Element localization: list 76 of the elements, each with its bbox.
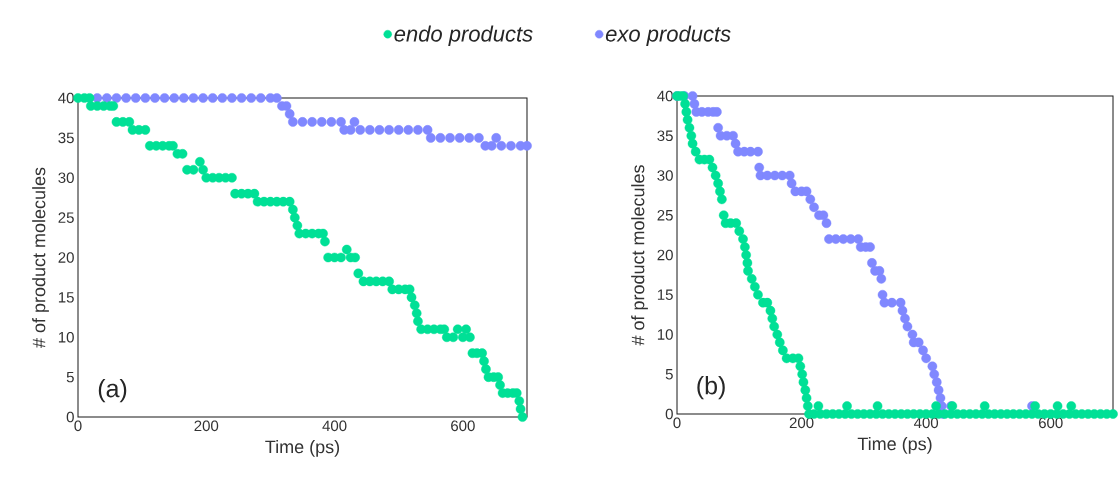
point [111,93,122,103]
x-tick-label: 200 [194,420,219,432]
x-tick-label: 200 [789,417,814,429]
x-tick-label: 400 [322,420,347,432]
y-tick-label: 25 [58,212,74,223]
annotation: (b) [697,376,725,400]
point [198,93,208,103]
y-tick-label: 5 [665,369,673,380]
point [393,125,404,135]
point [374,125,385,135]
point [256,93,266,103]
point [355,125,366,135]
point [284,109,295,119]
point [169,93,180,103]
x-tick-label: 0 [74,420,82,432]
point [422,125,433,135]
point [188,93,199,103]
y-tick-label: 30 [58,172,74,184]
y-tick-label: 10 [58,331,74,343]
point [130,93,141,103]
y-tick-label: 40 [657,90,673,102]
y-tick-label: 0 [665,408,673,420]
y-tick-label: 10 [657,329,673,340]
point [413,125,423,135]
point [246,93,256,103]
y-tick-label: 15 [657,289,673,300]
point [425,133,436,143]
point [121,93,131,103]
x-tick-label: 600 [1038,417,1063,429]
y-axis-title: # of product molecules [631,165,648,346]
point [217,93,228,103]
point [445,133,455,143]
point [506,141,516,151]
y-axis-title: # of product molecules [32,167,49,348]
point [403,125,414,135]
point [272,93,282,103]
x-tick-label: 0 [673,417,681,429]
point [297,117,308,127]
point [496,141,507,151]
point [179,93,189,103]
point [316,117,327,127]
x-axis-title: Time (ps) [857,437,932,454]
annotation: (a) [98,379,127,403]
y-tick-label: 30 [657,170,673,181]
y-tick-label: 15 [58,292,74,303]
legend-label: endo products [394,25,533,46]
point [435,133,446,143]
point [349,117,360,127]
point [150,93,160,103]
point [236,93,247,103]
point [454,133,465,143]
point [227,93,237,103]
x-tick-label: 600 [451,420,475,432]
point [474,133,484,143]
y-tick-label: 20 [657,249,673,261]
point [384,125,394,135]
x-tick-label: 400 [913,417,939,429]
y-tick-label: 25 [657,209,673,221]
legend-label: exo products [605,25,731,46]
y-tick-label: 35 [58,132,74,144]
point [288,117,298,127]
point [307,117,317,127]
point [326,117,337,127]
point [464,133,475,143]
x-axis-title: Time (ps) [265,440,340,457]
point [491,133,502,143]
y-tick-label: 5 [66,371,74,383]
point [336,117,346,127]
point [365,125,375,135]
point [522,141,532,151]
point [159,93,170,103]
point [207,93,218,103]
y-tick-label: 35 [657,130,673,142]
y-tick-label: 20 [58,252,74,263]
y-tick-label: 40 [58,92,74,104]
point [140,93,151,103]
